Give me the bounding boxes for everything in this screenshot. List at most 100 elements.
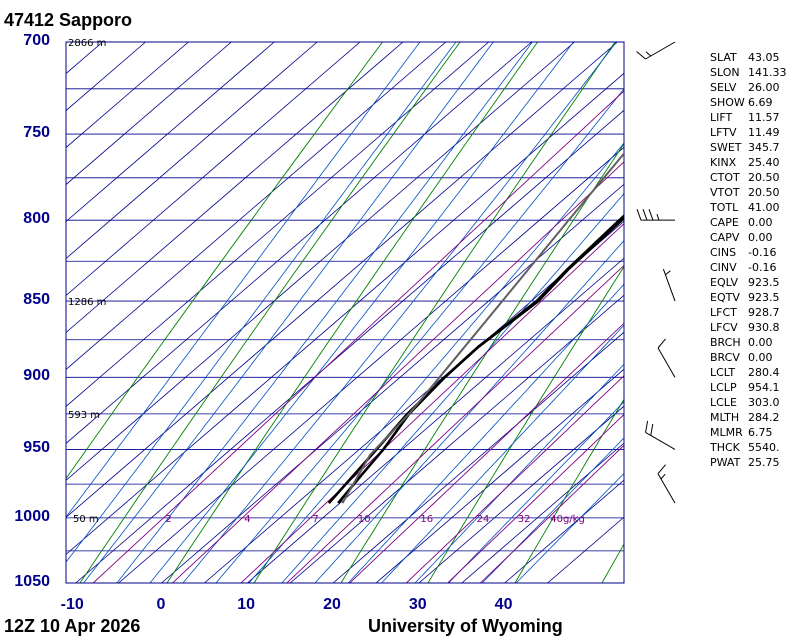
index-value: 930.8 <box>748 321 780 334</box>
index-name: EQLV <box>710 276 739 289</box>
index-row: KINX 25.40 <box>710 155 787 170</box>
isotherm-line <box>289 294 624 583</box>
index-name: LCLE <box>710 396 737 409</box>
isotherm-line <box>66 42 618 518</box>
index-row: BRCH 0.00 <box>710 335 787 350</box>
index-row: EQLV 923.5 <box>710 275 787 290</box>
temperature-tick-label: 0 <box>156 596 166 613</box>
index-row: LIFT 11.57 <box>710 110 787 125</box>
pressure-tick-label: 950 <box>23 439 50 457</box>
index-row: LFTV 11.49 <box>710 125 787 140</box>
mixing-ratio-line <box>172 161 624 583</box>
dewpoint-profile-line <box>327 214 624 504</box>
height-label: 50 m <box>73 514 99 525</box>
isotherm-line <box>66 42 490 407</box>
index-value: 20.50 <box>748 186 780 199</box>
isotherm-line <box>66 42 318 260</box>
index-row: MLMR 6.75 <box>710 425 787 440</box>
index-row: TOTL 41.00 <box>710 200 787 215</box>
isotherm-line <box>66 42 575 481</box>
index-value: -0.16 <box>748 246 777 259</box>
height-label: 2866 m <box>68 38 106 49</box>
parcel-profile-line <box>341 152 624 504</box>
mixing-ratio-label: 10 <box>358 514 371 525</box>
moist-adiabat-line <box>314 239 624 583</box>
index-row: SLAT 43.05 <box>710 50 787 65</box>
index-name: LCLT <box>710 366 736 379</box>
moist-adiabat-line <box>347 283 624 583</box>
isotherm-line <box>375 368 624 583</box>
index-row: SELV 26.00 <box>710 80 787 95</box>
moist-adiabat-line <box>116 42 533 583</box>
index-name: CAPE <box>710 216 739 229</box>
mixing-ratio-line <box>92 90 624 583</box>
moist-adiabat-line <box>182 42 617 583</box>
moist-adiabat-line <box>215 88 624 583</box>
index-value: 0.00 <box>748 336 773 349</box>
wind-barb <box>657 338 676 378</box>
index-row: EQTV 923.5 <box>710 290 787 305</box>
index-row: CAPE 0.00 <box>710 215 787 230</box>
index-name: THCK <box>710 441 740 454</box>
index-row: CINS -0.16 <box>710 245 787 260</box>
isotherm-line <box>418 405 624 583</box>
index-value: 41.00 <box>748 201 780 214</box>
moist-adiabat-line <box>66 42 421 518</box>
index-name: CINS <box>710 246 737 259</box>
isotherm-line <box>66 42 232 186</box>
index-value: 141.33 <box>748 66 787 79</box>
pressure-tick-label: 1050 <box>14 573 50 590</box>
index-row: SWET 345.7 <box>710 140 787 155</box>
index-name: MLTH <box>710 411 740 424</box>
index-value: 0.00 <box>748 351 773 364</box>
index-row: SHOW 6.69 <box>710 95 787 110</box>
chart-title: 47412 Sapporo <box>4 10 133 30</box>
index-value: 284.2 <box>748 411 780 424</box>
dry-adiabat-line <box>340 142 624 583</box>
moist-adiabat-line <box>149 42 574 583</box>
isotherm-line <box>161 183 624 583</box>
mixing-ratio-line <box>240 223 624 583</box>
dry-adiabat-line <box>79 42 461 583</box>
mixing-ratio-label: 40g/kg <box>550 514 585 525</box>
index-name: LCLP <box>710 381 737 394</box>
pressure-tick-label: 900 <box>23 367 50 385</box>
mixing-ratio-label: 32 <box>518 514 531 525</box>
index-value: 11.57 <box>748 111 780 124</box>
index-value: 954.1 <box>748 381 780 394</box>
index-row: LFCT 928.7 <box>710 305 787 320</box>
pressure-tick-label: 750 <box>23 124 50 142</box>
moist-adiabat-line <box>66 42 457 563</box>
index-name: VTOT <box>710 186 740 199</box>
isotherm-line <box>66 72 624 555</box>
index-value: 11.49 <box>748 126 780 139</box>
temperature-tick-label: 30 <box>408 596 427 613</box>
index-row: CTOT 20.50 <box>710 170 787 185</box>
index-name: LFTV <box>710 126 737 139</box>
index-value: 5540. <box>748 441 780 454</box>
height-label: 1286 m <box>68 297 106 308</box>
index-value: 6.75 <box>748 426 773 439</box>
index-name: SLON <box>710 66 740 79</box>
index-name: CTOT <box>710 171 740 184</box>
isotherm-line <box>247 257 624 583</box>
index-value: 280.4 <box>748 366 780 379</box>
index-name: MLMR <box>710 426 743 439</box>
dry-adiabat-line <box>166 42 538 583</box>
pressure-tick-label: 850 <box>23 291 50 309</box>
index-value: 25.40 <box>748 156 780 169</box>
isotherm-line <box>66 42 532 444</box>
index-row: PWAT 25.75 <box>710 455 787 470</box>
mixing-ratio-label: 24 <box>477 514 490 525</box>
index-row: LCLP 954.1 <box>710 380 787 395</box>
moist-adiabat-line <box>83 42 494 583</box>
isotherm-line <box>204 220 624 583</box>
index-name: SELV <box>710 81 737 94</box>
index-name: SHOW <box>710 96 745 109</box>
index-name: SLAT <box>710 51 737 64</box>
mixing-ratio-line <box>480 444 624 583</box>
index-name: BRCV <box>710 351 740 364</box>
index-name: CINV <box>710 261 737 274</box>
stability-indices-table: SLAT 43.05 SLON 141.33 SELV 26.00 SHOW 6.69 LIFT… <box>710 50 787 470</box>
